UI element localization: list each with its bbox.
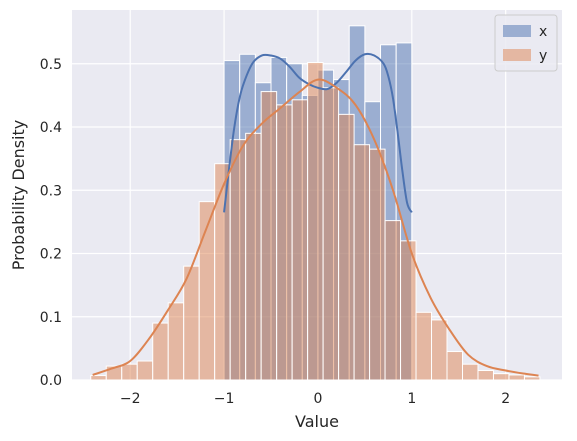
x-tick-label: 2 xyxy=(501,391,510,407)
bar-y xyxy=(136,360,154,381)
kde-line-y xyxy=(92,78,539,377)
bar-y xyxy=(307,61,324,381)
bar-y xyxy=(369,148,386,381)
x-axis-label: Value xyxy=(295,412,339,431)
bar-y xyxy=(121,363,138,381)
bar-y xyxy=(214,163,231,381)
series-y-bars xyxy=(90,61,541,381)
legend-label-y: y xyxy=(539,48,547,64)
y-tick-label: 0.4 xyxy=(40,120,62,136)
y-tick-label: 0.3 xyxy=(40,183,62,199)
bar-y xyxy=(276,104,293,381)
legend-swatch-y xyxy=(503,49,531,61)
x-tick-label: 0 xyxy=(313,391,322,407)
x-tick-label: −1 xyxy=(214,391,235,407)
bar-y xyxy=(461,363,479,381)
y-tick-label: 0.5 xyxy=(40,57,62,73)
y-tick-label: 0.0 xyxy=(40,373,62,389)
bar-y xyxy=(167,302,185,381)
bar-y xyxy=(508,374,525,381)
legend-label-x: x xyxy=(539,24,547,40)
bar-y xyxy=(353,144,371,381)
bar-y xyxy=(523,376,541,381)
bar-y xyxy=(322,87,340,381)
x-tick-label: −2 xyxy=(120,391,141,407)
x-axis-ticks: −2 −1 0 1 2 xyxy=(120,391,510,407)
bar-y xyxy=(291,99,309,381)
bar-y xyxy=(415,311,433,381)
y-tick-label: 0.2 xyxy=(40,247,62,263)
y-tick-label: 0.1 xyxy=(40,310,62,326)
bar-y xyxy=(245,132,262,381)
bar-y xyxy=(492,373,510,381)
bar-y xyxy=(183,265,200,381)
legend: xy xyxy=(494,14,558,72)
kde-curves xyxy=(92,52,539,377)
bar-y xyxy=(477,370,494,381)
bar-y xyxy=(400,240,417,381)
kde-line-x xyxy=(223,52,413,213)
x-tick-label: 1 xyxy=(407,391,416,407)
bar-y xyxy=(431,319,448,381)
legend-swatch-x xyxy=(503,25,531,37)
y-axis-ticks: 0.0 0.1 0.2 0.3 0.4 0.5 xyxy=(40,57,62,389)
legend-frame xyxy=(494,14,558,72)
y-axis-label: Probability Density xyxy=(9,120,28,271)
bar-y xyxy=(229,139,247,381)
bar-y xyxy=(384,220,402,381)
bar-y xyxy=(338,113,355,381)
bar-y xyxy=(446,351,463,381)
bar-y xyxy=(90,375,107,381)
bar-y xyxy=(260,91,278,381)
